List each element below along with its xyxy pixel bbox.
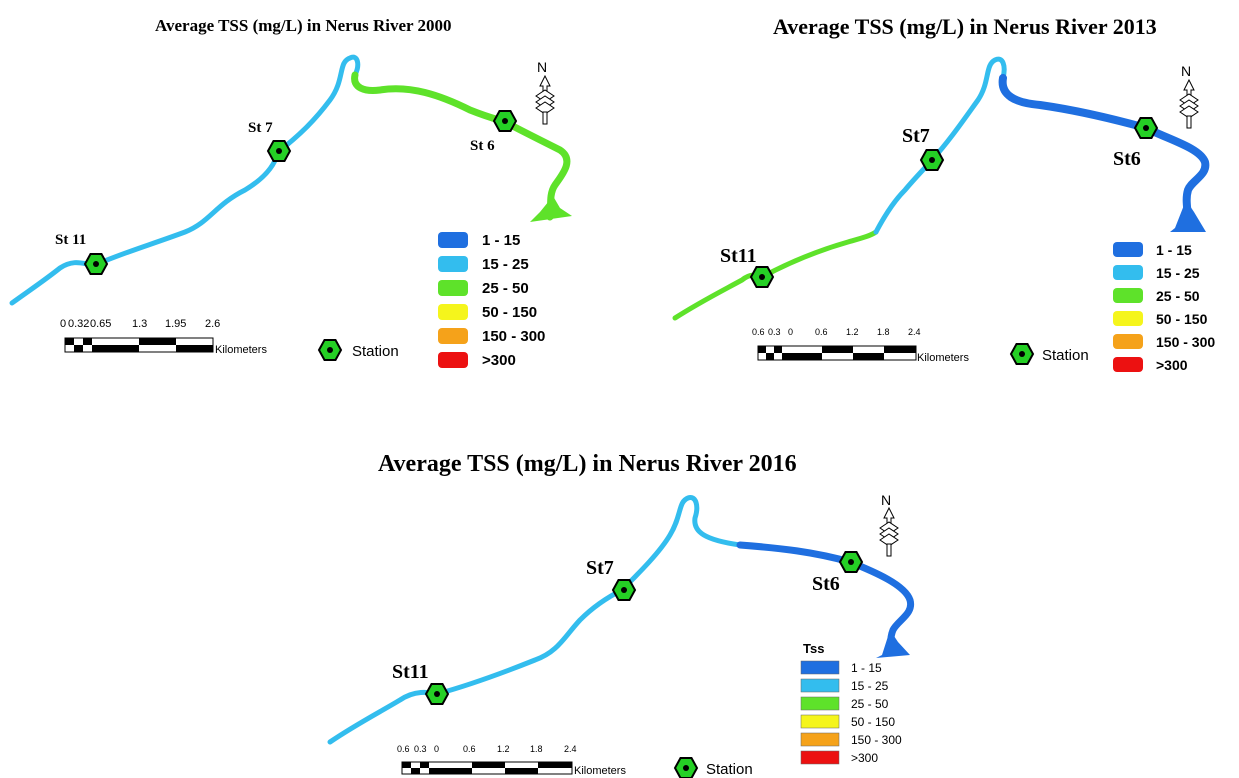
station-label: St7	[902, 125, 930, 147]
map-title-2013: Average TSS (mg/L) in Nerus River 2013	[773, 14, 1157, 39]
svg-text:1.2: 1.2	[846, 327, 859, 337]
svg-text:0: 0	[434, 744, 439, 754]
svg-text:0.6: 0.6	[752, 327, 765, 337]
svg-text:Station: Station	[352, 343, 399, 360]
north-arrow-icon	[535, 75, 555, 125]
river-segment	[672, 229, 879, 321]
map-2013: St11 St7 St6 N 0.6 0.3 0 0.6 1.2 1.8 2.4…	[672, 56, 1215, 373]
legend-label: 150 - 300	[851, 733, 902, 747]
svg-text:1.8: 1.8	[530, 744, 543, 754]
svg-text:0.6: 0.6	[815, 327, 828, 337]
legend-label: 50 - 150	[851, 715, 895, 729]
north-label: N	[881, 492, 891, 508]
station-legend: Station	[318, 339, 399, 361]
svg-text:0: 0	[788, 327, 793, 337]
legend-label: >300	[482, 352, 516, 369]
station-label: St7	[586, 557, 614, 579]
station-marker	[920, 149, 944, 171]
north-arrow-icon	[1179, 79, 1199, 129]
station-icon	[318, 339, 342, 361]
legend-label: 150 - 300	[482, 328, 545, 345]
station-marker	[839, 551, 863, 573]
station-label: St6	[812, 573, 840, 595]
svg-text:1.3: 1.3	[132, 318, 147, 330]
map-2016: St11 St7 St6 N 0.6 0.3 0 0.6 1.2 1.8 2.4…	[327, 492, 915, 778]
station-marker	[493, 110, 517, 132]
legend-2000: 1 - 15 15 - 25 25 - 50 50 - 150 150 - 30…	[438, 232, 545, 369]
station-label: St 11	[55, 232, 86, 248]
legend-label: 25 - 50	[851, 697, 889, 711]
svg-text:Kilometers: Kilometers	[917, 352, 969, 364]
station-marker	[750, 266, 774, 288]
river-mouth	[1170, 200, 1206, 232]
svg-text:0: 0	[60, 318, 66, 330]
legend-label: >300	[1156, 357, 1188, 373]
svg-text:Kilometers: Kilometers	[574, 765, 626, 777]
svg-text:Station: Station	[706, 761, 753, 778]
legend-label: 50 - 150	[482, 304, 537, 321]
station-legend: Station	[674, 757, 753, 778]
legend-label: 25 - 50	[1156, 288, 1200, 304]
north-label: N	[537, 59, 547, 75]
station-marker	[1134, 117, 1158, 139]
svg-text:Kilometers: Kilometers	[215, 344, 267, 356]
svg-text:2.4: 2.4	[908, 327, 921, 337]
river-mouth	[530, 196, 572, 222]
legend-label: 1 - 15	[1156, 242, 1192, 258]
legend-2016: Tss 1 - 15 15 - 25 25 - 50 50 - 150 150 …	[800, 641, 902, 765]
north-arrow-icon	[879, 507, 899, 557]
river-mouth	[876, 630, 910, 658]
map-title-2016: Average TSS (mg/L) in Nerus River 2016	[378, 451, 797, 477]
map-title-2000: Average TSS (mg/L) in Nerus River 2000	[155, 16, 452, 35]
river-segment	[351, 71, 571, 221]
svg-text:2.6: 2.6	[205, 318, 220, 330]
legend-label: >300	[851, 751, 878, 765]
station-icon	[674, 757, 698, 778]
map-2000: St 11 St 7 St 6 N 0 0.32 0.65 1.3 1.95 2…	[9, 54, 572, 369]
scale-bar: 0.6 0.3 0 0.6 1.2 1.8 2.4 Kilometers	[397, 744, 626, 777]
svg-text:0.3: 0.3	[414, 744, 427, 754]
svg-text:1.8: 1.8	[877, 327, 890, 337]
legend-label: 50 - 150	[1156, 311, 1208, 327]
legend-label: 1 - 15	[482, 232, 520, 249]
station-label: St6	[1113, 148, 1141, 170]
river-segment	[873, 56, 1007, 235]
north-label: N	[1181, 63, 1191, 79]
legend-label: 1 - 15	[851, 661, 882, 675]
legend-title: Tss	[803, 641, 824, 656]
station-icon	[1010, 343, 1034, 365]
svg-text:0.6: 0.6	[463, 744, 476, 754]
legend-2013: 1 - 15 15 - 25 25 - 50 50 - 150 150 - 30…	[1113, 242, 1215, 373]
svg-text:2.4: 2.4	[564, 744, 577, 754]
legend-label: 25 - 50	[482, 280, 529, 297]
river-segment	[998, 74, 1210, 224]
legend-label: 15 - 25	[1156, 265, 1200, 281]
scale-bar: 0.6 0.3 0 0.6 1.2 1.8 2.4 Kilometers	[752, 327, 969, 364]
svg-text:0.32: 0.32	[68, 318, 89, 330]
svg-text:0.3: 0.3	[768, 327, 781, 337]
legend-label: 15 - 25	[851, 679, 889, 693]
station-marker	[84, 253, 108, 275]
station-label: St 7	[248, 120, 273, 136]
svg-text:1.2: 1.2	[497, 744, 510, 754]
station-label: St 6	[470, 138, 495, 154]
river-segment	[327, 495, 743, 745]
legend-label: 150 - 300	[1156, 334, 1215, 350]
station-label: St11	[720, 245, 757, 267]
station-marker	[612, 579, 636, 601]
river-segment	[736, 541, 915, 654]
station-marker	[267, 140, 291, 162]
svg-text:Station: Station	[1042, 347, 1089, 364]
scale-bar: 0 0.32 0.65 1.3 1.95 2.6 Kilometers	[60, 318, 267, 356]
svg-text:1.95: 1.95	[165, 318, 186, 330]
station-marker	[425, 683, 449, 705]
svg-text:0.65: 0.65	[90, 318, 111, 330]
station-label: St11	[392, 661, 429, 683]
station-legend: Station	[1010, 343, 1089, 365]
svg-text:0.6: 0.6	[397, 744, 410, 754]
river-segment	[9, 54, 361, 306]
legend-label: 15 - 25	[482, 256, 529, 273]
